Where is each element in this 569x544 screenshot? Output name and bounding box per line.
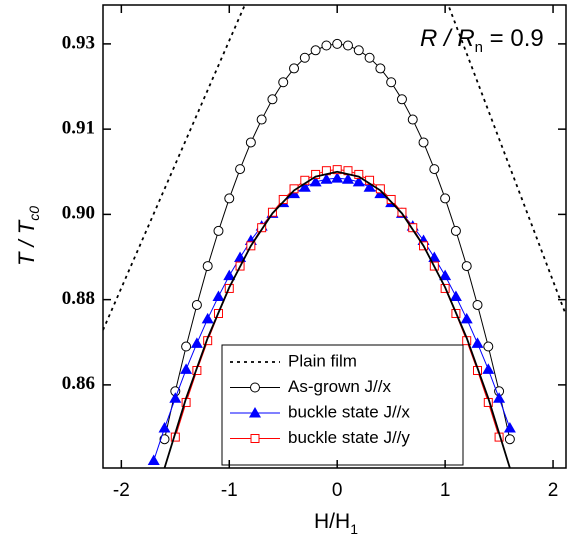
marker: [354, 169, 364, 179]
y-axis-label: T / Tc0: [14, 206, 42, 266]
annotation-sub: n: [475, 39, 483, 56]
marker: [472, 299, 483, 310]
legend-label: As-grown J//x: [288, 377, 391, 396]
marker: [224, 193, 235, 204]
legend: Plain film As-grown J//x buckle state J//x…: [221, 344, 464, 466]
marker: [386, 194, 396, 204]
marker: [503, 422, 516, 433]
x-tick-label: 1: [440, 480, 451, 501]
marker: [309, 175, 322, 187]
y-tick-label: 0.93: [62, 32, 95, 53]
marker: [256, 114, 267, 125]
legend-label: buckle state J//y: [288, 428, 410, 447]
marker: [439, 269, 452, 281]
marker: [159, 434, 170, 445]
marker: [249, 407, 261, 418]
y-tick-label: 0.88: [62, 288, 95, 309]
x-axis-label: H/H1: [314, 510, 358, 537]
marker: [341, 173, 354, 184]
marker: [408, 223, 418, 233]
annotation-tail: = 0.9: [483, 25, 544, 52]
x-label-text: H/H: [314, 510, 350, 533]
marker: [449, 290, 462, 301]
marker: [460, 312, 473, 324]
legend-label: Plain film: [288, 351, 357, 370]
annotation-text: R / R: [420, 25, 475, 52]
x-tick-label: -2: [113, 480, 130, 501]
marker: [201, 312, 214, 324]
marker: [147, 454, 160, 466]
marker: [250, 382, 260, 393]
marker: [250, 434, 260, 443]
marker: [331, 172, 344, 183]
marker: [450, 225, 461, 236]
y-tick-label: 0.91: [62, 118, 95, 139]
x-tick-label: 2: [548, 480, 559, 501]
marker: [181, 341, 192, 352]
annotation: R / Rn = 0.9: [420, 25, 544, 56]
marker: [363, 181, 376, 192]
marker: [191, 299, 202, 310]
marker: [311, 169, 321, 179]
legend-label: buckle state J//x: [288, 402, 410, 421]
marker: [471, 337, 484, 348]
y-label-text: T / T: [14, 219, 39, 266]
marker: [298, 181, 311, 192]
marker: [482, 363, 495, 374]
x-tick-label: 0: [332, 480, 343, 501]
marker: [212, 290, 225, 301]
marker: [440, 193, 451, 204]
marker: [321, 40, 332, 51]
marker: [332, 165, 342, 175]
marker: [461, 261, 472, 272]
plot-frame: [102, 4, 567, 469]
marker: [310, 45, 321, 56]
marker: [223, 269, 236, 281]
marker: [483, 341, 494, 352]
marker: [169, 392, 182, 403]
marker: [289, 63, 300, 74]
marker: [386, 77, 397, 88]
marker: [299, 52, 310, 63]
marker: [180, 363, 193, 374]
marker: [202, 261, 213, 272]
marker: [245, 137, 256, 148]
marker: [396, 94, 407, 105]
marker: [353, 45, 364, 56]
marker: [332, 38, 343, 49]
plot-area: [103, 5, 566, 468]
marker: [342, 40, 353, 51]
marker: [364, 52, 375, 63]
marker: [235, 164, 246, 175]
marker: [375, 63, 386, 74]
marker: [278, 77, 289, 88]
marker: [493, 392, 506, 403]
marker: [278, 194, 288, 204]
x-label-sub: 1: [350, 521, 358, 537]
marker: [352, 175, 365, 187]
marker: [267, 94, 278, 105]
marker: [407, 114, 418, 125]
legend-box: [221, 344, 464, 466]
marker: [504, 434, 515, 445]
x-tick-label: -1: [221, 480, 238, 501]
line: [163, 170, 511, 468]
y-label-sub: c0: [26, 206, 42, 221]
marker: [158, 422, 171, 433]
marker: [213, 225, 224, 236]
marker: [418, 137, 429, 148]
y-tick-label: 0.86: [62, 373, 95, 394]
marker: [320, 173, 333, 184]
marker: [429, 164, 440, 175]
marker: [257, 223, 267, 233]
series-line: [153, 177, 511, 461]
y-tick-label: 0.90: [62, 203, 95, 224]
marker: [190, 337, 203, 348]
